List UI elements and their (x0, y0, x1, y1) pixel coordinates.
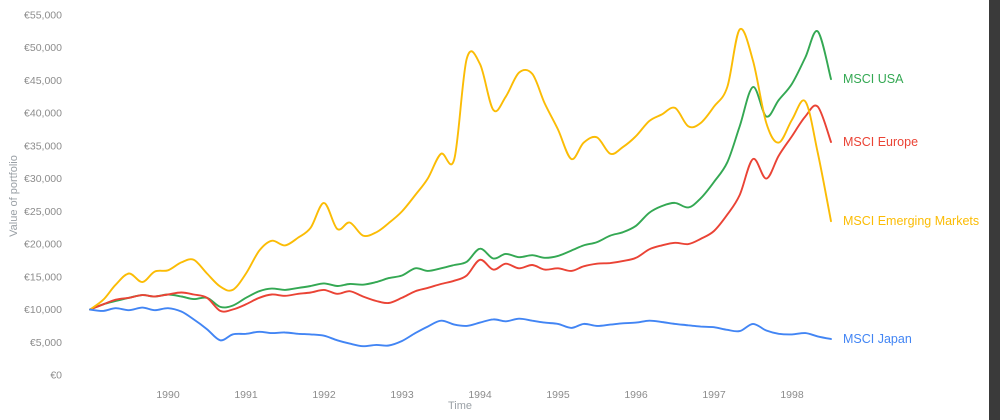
y-axis-tick-label: €40,000 (24, 108, 62, 120)
x-axis-tick-label: 1997 (702, 389, 726, 401)
series-label-msci-usa: MSCI USA (843, 72, 904, 86)
x-axis-tick-label: 1992 (312, 389, 336, 401)
x-axis-tick-label: 1993 (390, 389, 414, 401)
x-axis-tick-label: 1995 (546, 389, 570, 401)
x-axis-tick-labels: 1990 1991 1992 1993 1994 1995 1996 1997 1998 (156, 389, 804, 401)
series-label-msci-japan: MSCI Japan (843, 332, 912, 346)
x-axis-tick-label: 1998 (780, 389, 804, 401)
y-axis-tick-label: €55,000 (24, 10, 62, 22)
x-axis-tick-label: 1990 (156, 389, 180, 401)
x-axis-tick-label: 1994 (468, 389, 492, 401)
y-axis-tick-label: €5,000 (30, 337, 62, 349)
series-line-msci-japan (89, 306, 832, 348)
series-line-msci-usa (89, 30, 832, 311)
y-axis-tick-label: €10,000 (24, 304, 62, 316)
series-label-msci-europe: MSCI Europe (843, 135, 918, 149)
y-axis-title: Value of portfolio (8, 155, 20, 237)
series-lines (89, 27, 832, 348)
y-axis-tick-label: €45,000 (24, 75, 62, 87)
y-axis-tick-labels: €0 €5,000 €10,000 €15,000 €20,000 €25,000 €30,… (24, 10, 62, 382)
y-axis-tick-label: €15,000 (24, 271, 62, 283)
y-axis-tick-label: €50,000 (24, 42, 62, 54)
y-axis-tick-label: €25,000 (24, 206, 62, 218)
y-axis-tick-label: €20,000 (24, 239, 62, 251)
window-edge (989, 0, 1000, 420)
y-axis-tick-label: €0 (50, 370, 62, 382)
x-axis-tick-label: 1996 (624, 389, 648, 401)
series-line-msci-europe (89, 104, 832, 313)
x-axis-title: Time (448, 400, 472, 412)
y-axis-tick-label: €35,000 (24, 140, 62, 152)
series-end-labels: MSCI USA MSCI Europe MSCI Emerging Markets… (843, 72, 979, 346)
series-label-msci-emerging-markets: MSCI Emerging Markets (843, 214, 979, 228)
y-axis-tick-label: €30,000 (24, 173, 62, 185)
x-axis-tick-label: 1991 (234, 389, 258, 401)
series-line-msci-emerging-markets (89, 27, 832, 311)
